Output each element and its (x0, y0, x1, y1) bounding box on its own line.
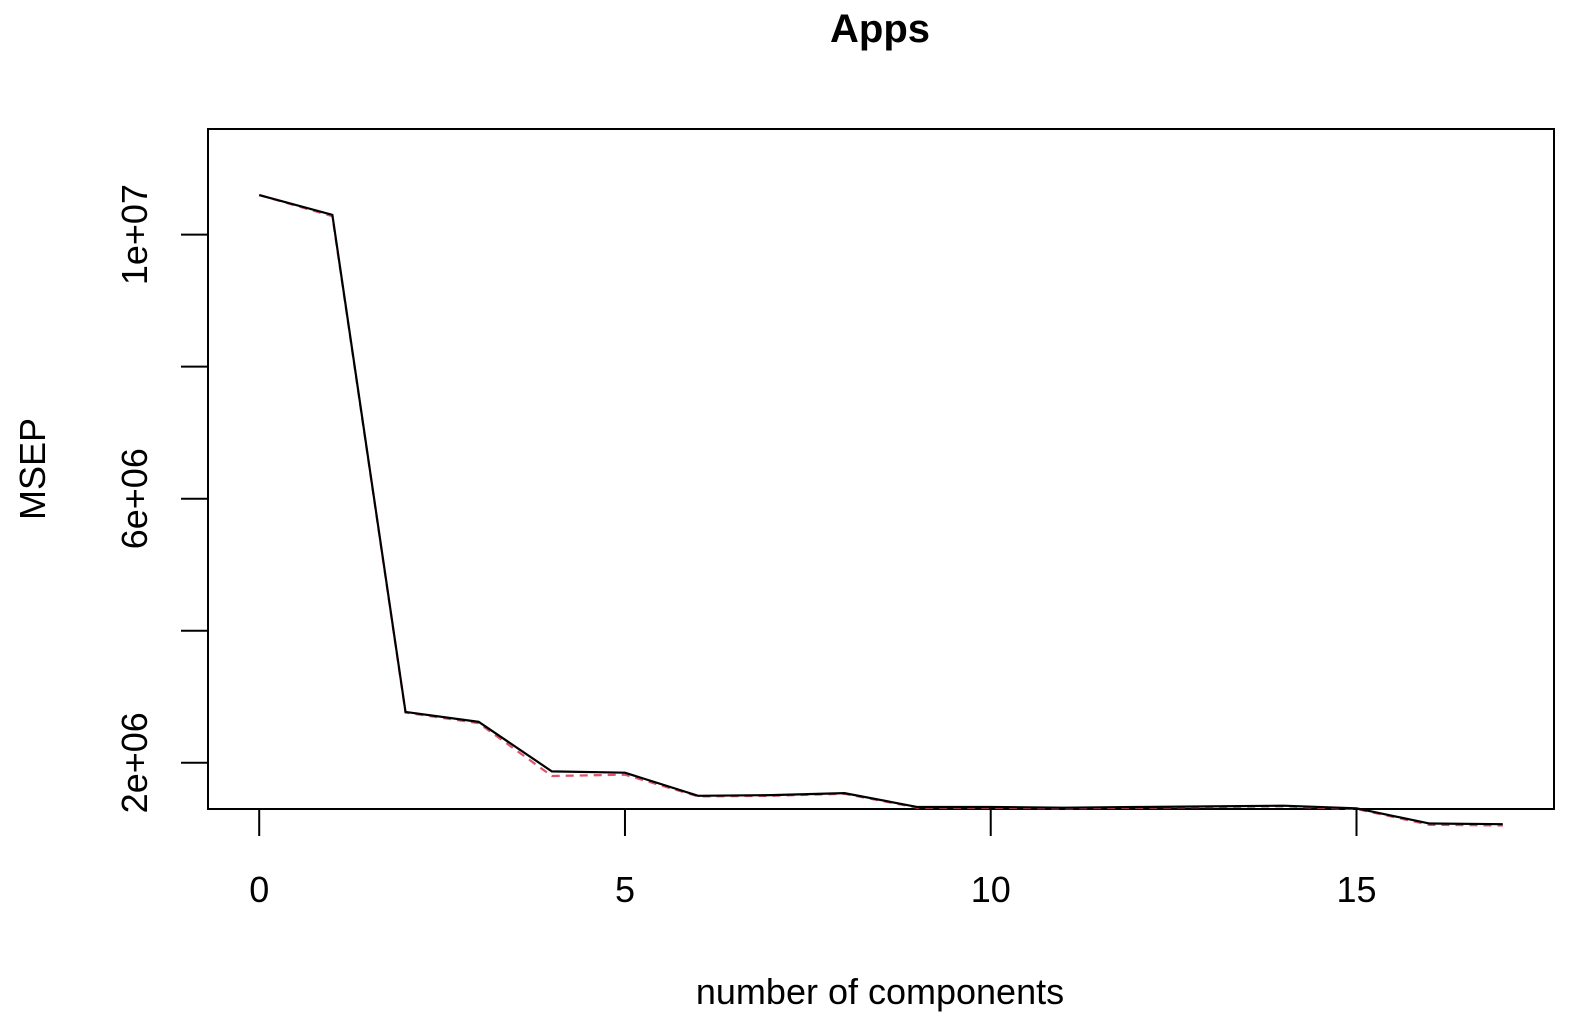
series-layer (258, 193, 1503, 827)
plot-frame (207, 128, 1555, 810)
series-line-adjCV (258, 193, 1503, 827)
y-axis: 2e+06 6e+06 1e+07 (114, 184, 209, 813)
y-axis-label: MSEP (12, 418, 53, 520)
x-axis: 0 5 10 15 (249, 808, 1377, 910)
chart-title: Apps (830, 7, 930, 51)
series-line-cv (258, 193, 1503, 826)
x-tick-label: 10 (971, 869, 1011, 910)
x-tick-label: 0 (249, 869, 269, 910)
x-tick-label: 15 (1336, 869, 1376, 910)
y-tick-label: 1e+07 (114, 184, 155, 285)
x-tick-label: 5 (615, 869, 635, 910)
y-tick-label: 6e+06 (114, 448, 155, 549)
y-tick-label: 2e+06 (114, 712, 155, 813)
x-axis-label: number of components (696, 971, 1064, 1012)
